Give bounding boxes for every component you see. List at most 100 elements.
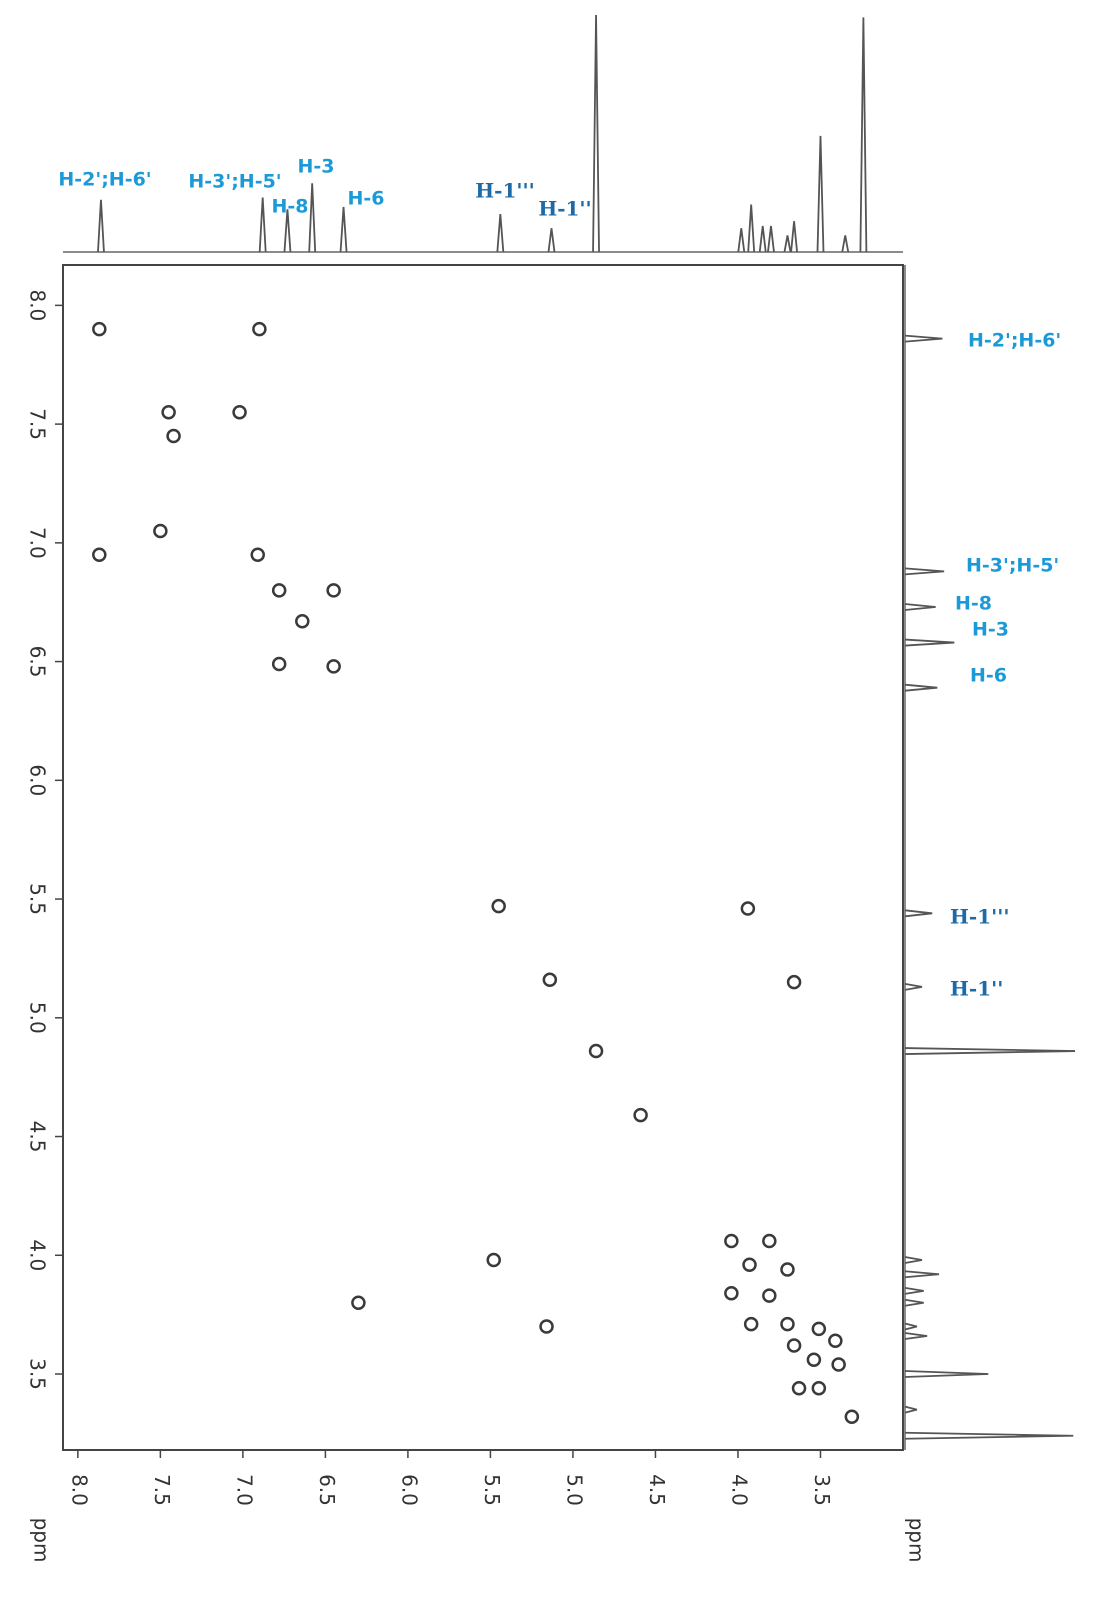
top-peak (308, 183, 317, 253)
side-peak (904, 1287, 924, 1295)
x-tick-label: 6.0 (397, 1474, 421, 1506)
x-tick-label: 7.0 (232, 1474, 256, 1506)
side-peak (904, 1405, 918, 1414)
top-peak (339, 206, 348, 253)
side-peak (904, 1370, 989, 1378)
x-tick-label: 7.5 (150, 1474, 174, 1506)
cross-peak (742, 1257, 757, 1273)
cross-peak (762, 1233, 777, 1249)
x-tick-label: 4.0 (727, 1474, 751, 1506)
peak-label: H-6 (347, 188, 384, 210)
x-tick-label: 6.5 (315, 1474, 339, 1506)
top-peak (283, 209, 292, 253)
plot-frame (62, 264, 904, 1451)
top-peak (496, 214, 505, 253)
top-peak (841, 235, 850, 253)
top-peak (758, 225, 767, 253)
peak-label: H-1'' (538, 197, 591, 221)
cross-peak (161, 404, 176, 420)
y-tick-label: 3.5 (26, 1358, 50, 1390)
cross-peak (740, 901, 756, 916)
y-tick-label: 5.5 (26, 883, 50, 915)
cross-peak (806, 1352, 822, 1368)
x-tick-label: 5.5 (480, 1474, 504, 1506)
peak-label: H-3';H-5' (188, 171, 281, 193)
y-tick-label: 8.0 (26, 289, 50, 321)
cross-peak (271, 656, 287, 672)
top-peak (258, 197, 267, 253)
peak-label: H-1''' (950, 905, 1009, 929)
side-peak (904, 603, 936, 611)
x-tick-label: 4.5 (645, 1474, 669, 1506)
peak-label: H-2';H-6' (58, 169, 151, 191)
cross-peak (92, 321, 107, 337)
cross-peak (780, 1262, 795, 1277)
top-peak (816, 135, 825, 253)
y-tick-label: 6.0 (26, 764, 50, 796)
side-peak (904, 909, 933, 918)
cross-peak (326, 583, 341, 598)
y-tick-label: 6.5 (26, 646, 50, 678)
x-axis-label: ppm (905, 1518, 929, 1563)
cross-peak (295, 613, 310, 629)
side-peak (904, 1047, 1076, 1055)
cross-peak (844, 1409, 860, 1425)
cross-peak (588, 1043, 604, 1059)
cross-peak (542, 972, 558, 988)
peak-label: H-8 (955, 593, 992, 615)
cross-peak (271, 583, 287, 598)
cross-peak (491, 898, 506, 914)
top-peak (783, 235, 792, 253)
y-tick-label: 7.0 (26, 527, 50, 559)
cross-peak (153, 523, 168, 539)
cross-peak (486, 1252, 501, 1268)
cross-peak (786, 974, 802, 990)
side-peak (904, 1270, 940, 1279)
side-peak (904, 683, 938, 692)
side-peak (904, 638, 955, 647)
side-peak (904, 1431, 1074, 1440)
peak-label: H-3 (972, 619, 1009, 641)
top-peak (737, 228, 746, 253)
cross-peak (828, 1333, 843, 1349)
top-peak (767, 225, 775, 253)
side-peak (904, 1256, 923, 1264)
side-peak (904, 1298, 924, 1307)
y-tick-label: 5.0 (25, 1002, 49, 1034)
side-peak (904, 983, 923, 991)
cross-peak (811, 1381, 827, 1396)
x-tick-label: 8.0 (67, 1474, 91, 1506)
y-tick-label: 7.5 (26, 408, 50, 440)
cross-peak (351, 1295, 366, 1311)
top-peak (547, 228, 556, 253)
cross-peak (762, 1288, 777, 1303)
side-peak (904, 1332, 928, 1340)
x-tick-label: 5.0 (562, 1474, 586, 1506)
cross-peak (232, 404, 247, 420)
cross-peak (166, 428, 181, 444)
cross-peak (539, 1319, 554, 1334)
top-peak (790, 221, 798, 253)
y-tick-label: 4.5 (26, 1121, 50, 1153)
side-peak (904, 334, 943, 343)
peak-label: H-8 (271, 196, 308, 218)
cross-peak (92, 547, 107, 562)
top-peak (859, 17, 868, 253)
cross-peak (250, 547, 265, 562)
side-peak (904, 567, 945, 576)
cross-peak (743, 1316, 759, 1332)
cross-peak (633, 1107, 648, 1123)
cross-peak (786, 1338, 802, 1353)
cross-peak (831, 1357, 846, 1372)
top-peak (97, 199, 105, 253)
cross-peak (252, 321, 267, 337)
cross-peak (791, 1381, 807, 1396)
y-tick-label: 4.0 (26, 1239, 50, 1271)
cross-peak (326, 659, 341, 674)
peak-label: H-3 (297, 156, 334, 178)
peak-label: H-3';H-5' (966, 555, 1059, 577)
top-peak (592, 14, 600, 253)
top-peak (747, 204, 756, 253)
